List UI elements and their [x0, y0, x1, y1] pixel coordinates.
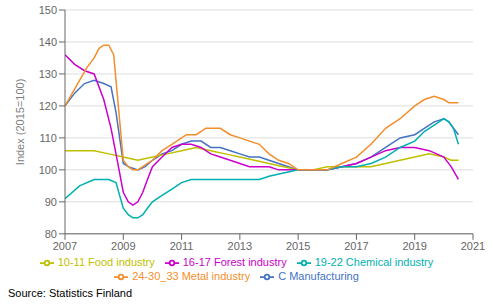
svg-text:80: 80 [45, 228, 57, 240]
svg-text:Index (2015=100): Index (2015=100) [14, 79, 26, 166]
svg-text:140: 140 [39, 36, 57, 48]
svg-text:2011: 2011 [170, 240, 194, 252]
html-text:16-17 Forest industry: 16-17 Forest industry [182, 255, 287, 268]
html-text:24-30_33 Metal industry: 24-30_33 Metal industry [132, 269, 251, 282]
svg-text:2007: 2007 [53, 240, 77, 252]
svg-text:150: 150 [39, 4, 57, 16]
svg-text:2019: 2019 [402, 240, 426, 252]
svg-text:2017: 2017 [344, 240, 368, 252]
svg-text:110: 110 [39, 132, 57, 144]
svg-text:120: 120 [39, 100, 57, 112]
html-text:Source: Statistics Finland: Source: Statistics Finland [8, 287, 133, 299]
svg-text:100: 100 [39, 164, 57, 176]
svg-text:2013: 2013 [228, 240, 252, 252]
html-text:10-11 Food industry: 10-11 Food industry [57, 255, 155, 268]
html-text:19-22 Chemical industry: 19-22 Chemical industry [314, 255, 434, 268]
svg-text:2009: 2009 [111, 240, 135, 252]
html-text:C Manufacturing: C Manufacturing [278, 269, 359, 282]
svg-text:130: 130 [39, 68, 57, 80]
svg-text:90: 90 [45, 196, 57, 208]
svg-text:2015: 2015 [286, 240, 310, 252]
svg-text:2021: 2021 [461, 240, 485, 252]
